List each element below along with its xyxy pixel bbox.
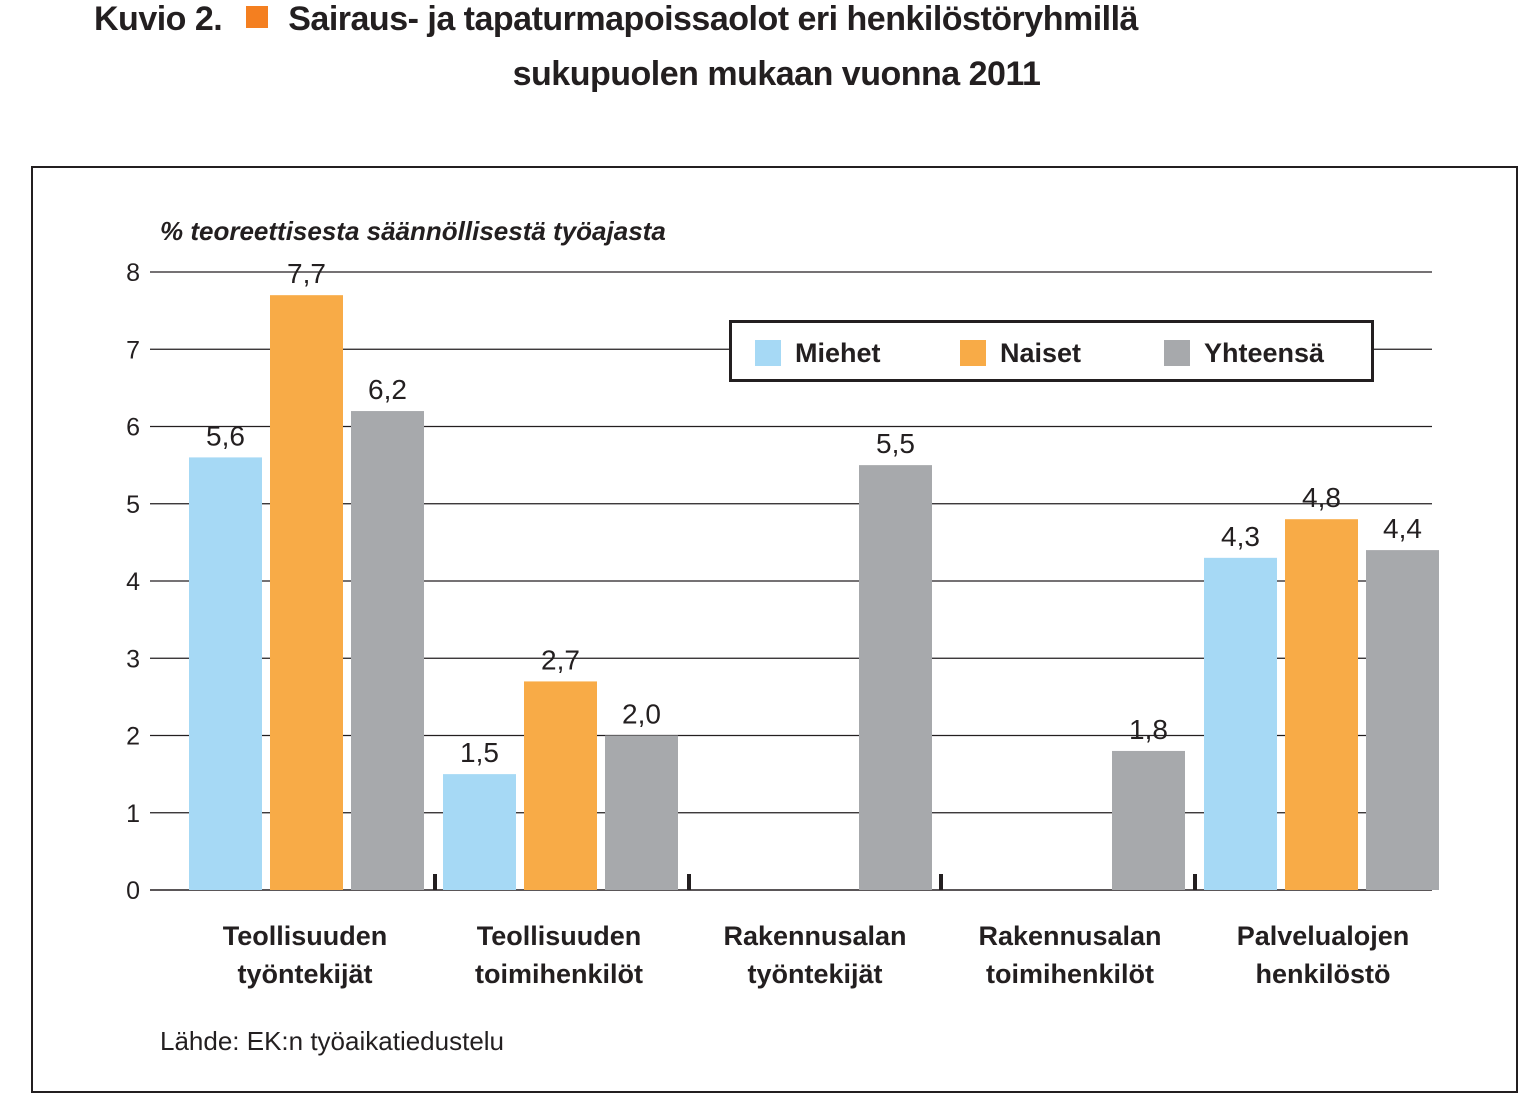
- y-tick-label-0: 0: [126, 877, 140, 905]
- data-label-yhteensä-3: 1,8: [1129, 714, 1168, 745]
- x-category-label: Palvelualojen henkilöstö: [1203, 917, 1443, 993]
- y-tick-label-2: 2: [126, 723, 140, 751]
- data-label-miehet-4: 4,3: [1221, 521, 1260, 552]
- x-category-label-line: Teollisuuden: [476, 921, 642, 951]
- bar-yhteensä-4: [1366, 550, 1439, 890]
- data-label-naiset-1: 2,7: [541, 644, 580, 675]
- x-category-label: Rakennusalan työntekijät: [695, 917, 935, 993]
- legend: Miehet Naiset Yhteensä: [729, 320, 1374, 382]
- x-category-label-line: Rakennusalan: [723, 921, 907, 951]
- x-category-label-line: Rakennusalan: [978, 921, 1162, 951]
- source-note: Lähde: EK:n työaikatiedustelu: [160, 1026, 505, 1056]
- bar-yhteensä-2: [859, 465, 932, 890]
- legend-swatch-naiset: [960, 340, 986, 366]
- bar-yhteensä-0: [351, 411, 424, 890]
- legend-item-naiset: Naiset: [960, 338, 1081, 368]
- y-tick-label-1: 1: [126, 800, 140, 828]
- legend-label-yhteensa: Yhteensä: [1204, 337, 1325, 368]
- x-category-label-line: työntekijät: [237, 959, 373, 989]
- legend-item-yhteensa: Yhteensä: [1164, 338, 1324, 368]
- data-label-yhteensä-1: 2,0: [622, 699, 661, 730]
- y-tick-label-4: 4: [126, 568, 140, 596]
- data-label-naiset-4: 4,8: [1302, 482, 1341, 513]
- data-label-naiset-0: 7,7: [287, 258, 326, 289]
- title-marker-square: [246, 6, 269, 28]
- x-category-label: Teollisuuden työntekijät: [185, 917, 425, 993]
- data-label-miehet-1: 1,5: [460, 737, 499, 768]
- bar-naiset-1: [524, 681, 597, 890]
- bar-miehet-1: [443, 774, 516, 890]
- legend-label-miehet: Miehet: [795, 337, 881, 368]
- y-tick-label-6: 6: [126, 414, 140, 442]
- figure-header: Kuvio 2. Sairaus- ja tapaturmapoissaolot …: [0, 0, 1533, 120]
- y-tick-label-5: 5: [126, 491, 140, 519]
- bar-yhteensä-1: [605, 735, 678, 890]
- x-category-label-line: henkilöstö: [1255, 959, 1391, 989]
- legend-swatch-yhteensa: [1164, 340, 1190, 366]
- title-line-1: Kuvio 2. Sairaus- ja tapaturmapoissaolot …: [94, 0, 1514, 44]
- chart-frame: [31, 166, 1518, 1093]
- bar-miehet-0: [189, 457, 262, 890]
- bar-naiset-4: [1285, 519, 1358, 890]
- figure-title-part1: Sairaus- ja tapaturmapoissaolot eri henk…: [288, 0, 1138, 38]
- x-category-label: Rakennusalan toimihenkilöt: [950, 917, 1190, 993]
- x-category-label-line: toimihenkilöt: [475, 959, 643, 989]
- y-tick-label-3: 3: [126, 645, 140, 673]
- data-label-yhteensä-4: 4,4: [1383, 513, 1422, 544]
- figure-number: Kuvio 2.: [94, 0, 223, 38]
- figure-title-part2: sukupuolen mukaan vuonna 2011: [512, 55, 1041, 93]
- bar-miehet-4: [1204, 557, 1277, 890]
- bar-yhteensä-3: [1112, 750, 1185, 890]
- category-separator-tick: [687, 874, 691, 890]
- bar-naiset-0: [270, 295, 343, 890]
- legend-swatch-miehet: [755, 340, 781, 366]
- y-tick-label-7: 7: [126, 336, 140, 364]
- x-category-label-line: toimihenkilöt: [986, 959, 1154, 989]
- x-category-label-line: työntekijät: [747, 959, 883, 989]
- x-category-label: Teollisuuden toimihenkilöt: [439, 917, 679, 993]
- x-category-label-line: Teollisuuden: [222, 921, 388, 951]
- y-tick-label-8: 8: [126, 259, 140, 287]
- y-axis-label: % teoreettisesta säännöllisestä työajast…: [160, 216, 666, 246]
- data-label-yhteensä-2: 5,5: [876, 428, 915, 459]
- category-separator-tick: [433, 874, 437, 890]
- x-category-label-line: Palvelualojen: [1236, 921, 1410, 951]
- category-separator-tick: [939, 874, 943, 890]
- category-separator-tick: [1193, 874, 1197, 890]
- data-label-yhteensä-0: 6,2: [368, 374, 407, 405]
- data-label-miehet-0: 5,6: [206, 420, 245, 451]
- legend-label-naiset: Naiset: [1000, 337, 1082, 368]
- legend-item-miehet: Miehet: [755, 338, 881, 368]
